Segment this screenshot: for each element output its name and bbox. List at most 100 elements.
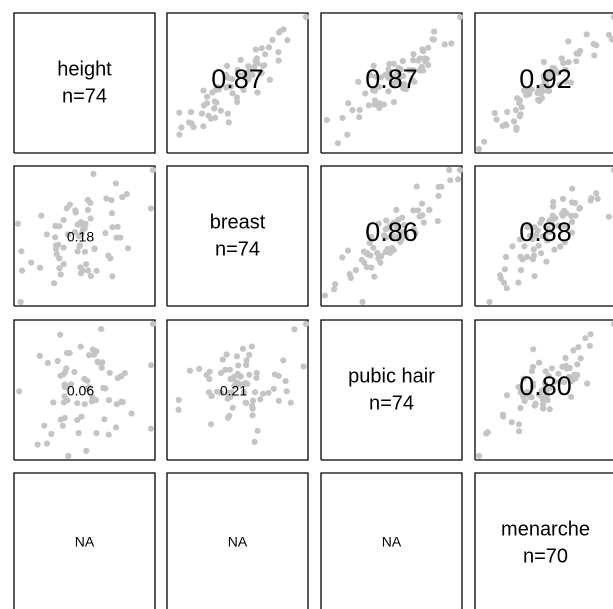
scatter-point xyxy=(75,233,83,240)
scatter-point xyxy=(416,213,423,220)
scatter-point xyxy=(240,87,247,94)
scatter-point xyxy=(409,77,416,84)
scatter-point xyxy=(390,247,397,254)
scatter-point xyxy=(565,59,572,66)
scatter-point xyxy=(85,267,92,274)
panel-bg xyxy=(475,473,613,609)
scatter-point xyxy=(224,110,231,117)
scatter-point xyxy=(349,107,356,114)
scatter-point xyxy=(456,166,464,174)
scatter-point xyxy=(555,370,562,377)
panel-bg xyxy=(167,13,308,153)
scatter-point xyxy=(548,365,556,372)
na-label: NA xyxy=(228,534,248,550)
scatter-point xyxy=(561,223,568,230)
scatter-point xyxy=(56,223,63,230)
scatter-point xyxy=(536,359,543,366)
scatter-point xyxy=(346,271,353,278)
scatter-point xyxy=(38,212,45,219)
scatter-point xyxy=(344,247,352,254)
scatter-point xyxy=(57,331,64,338)
scatter-point xyxy=(491,110,498,117)
scatter-point xyxy=(51,280,58,287)
scatter-point xyxy=(546,70,553,77)
scatter-point xyxy=(60,217,67,224)
scatter-point xyxy=(113,401,120,408)
scatter-point xyxy=(57,271,64,278)
panel-r0-c2: 0.87 xyxy=(320,12,464,154)
scatter-point xyxy=(75,430,82,437)
scatter-point xyxy=(543,258,550,265)
scatter-point xyxy=(355,78,362,85)
scatter-point xyxy=(559,363,566,370)
scatter-point xyxy=(61,393,68,400)
scatter-point xyxy=(234,98,241,106)
scatter-point xyxy=(549,212,556,219)
scatter-point xyxy=(521,243,528,250)
scatter-point xyxy=(574,361,581,368)
scatter-point xyxy=(608,36,613,43)
scatter-point xyxy=(226,366,233,373)
scatter-point xyxy=(248,343,255,350)
scatter-point xyxy=(569,229,576,236)
panel-bg xyxy=(167,166,308,306)
variable-name: menarche xyxy=(501,518,590,540)
scatter-point xyxy=(362,90,369,97)
scatter-point xyxy=(84,377,91,384)
scatter-point xyxy=(475,145,483,153)
correlation-label: 0.80 xyxy=(519,371,572,401)
panel-r2-c3: 0.80 xyxy=(474,319,613,461)
scatter-point xyxy=(186,367,194,374)
scatter-point xyxy=(397,66,404,73)
panel-bg xyxy=(321,320,462,460)
scatter-point xyxy=(222,366,229,373)
scatter-point xyxy=(204,93,211,100)
scatter-point xyxy=(81,401,88,408)
scatter-point xyxy=(251,438,258,445)
scatter-point xyxy=(524,388,531,396)
scatter-point xyxy=(525,87,532,94)
scatter-point xyxy=(300,363,307,370)
scatter-point xyxy=(245,63,252,70)
scatter-point xyxy=(390,219,397,226)
scatter-point xyxy=(176,109,183,116)
scatter-point xyxy=(558,55,565,62)
scatter-point xyxy=(572,212,579,219)
scatter-point xyxy=(541,233,548,240)
scatter-point xyxy=(52,234,59,241)
scatter-point xyxy=(493,116,500,123)
panel-r1-c2: 0.86 xyxy=(320,165,464,307)
scatter-point xyxy=(200,87,207,94)
scatter-point xyxy=(59,422,66,429)
scatter-point xyxy=(344,131,351,138)
scatter-point xyxy=(249,71,256,79)
scatter-point xyxy=(516,113,523,120)
panel-r2-c2: pubic hair n=74 xyxy=(320,319,463,461)
scatter-point xyxy=(18,267,26,274)
scatter-point xyxy=(567,374,574,381)
scatter-point xyxy=(178,124,185,131)
scatter-point xyxy=(345,100,352,107)
scatter-point xyxy=(106,369,113,376)
scatter-point xyxy=(390,73,397,80)
scatter-point xyxy=(302,320,310,328)
scatter-point xyxy=(282,378,289,385)
scatter-point xyxy=(358,256,365,263)
scatter-point xyxy=(257,70,264,77)
scatter-point xyxy=(108,210,115,217)
scatter-point xyxy=(504,108,511,116)
scatter-point xyxy=(418,200,426,207)
scatter-point xyxy=(517,267,525,274)
scatter-point xyxy=(509,243,516,250)
scatter-point xyxy=(562,78,569,85)
scatter-point xyxy=(412,230,419,237)
scatter-point xyxy=(510,118,518,125)
scatter-point xyxy=(235,362,242,369)
scatter-point xyxy=(102,230,109,237)
scatter-point xyxy=(276,28,284,35)
scatter-point xyxy=(93,267,100,274)
scatter-point xyxy=(520,393,527,400)
scatter-point xyxy=(124,245,132,252)
scatter-point xyxy=(546,217,553,224)
scatter-point xyxy=(200,123,207,130)
